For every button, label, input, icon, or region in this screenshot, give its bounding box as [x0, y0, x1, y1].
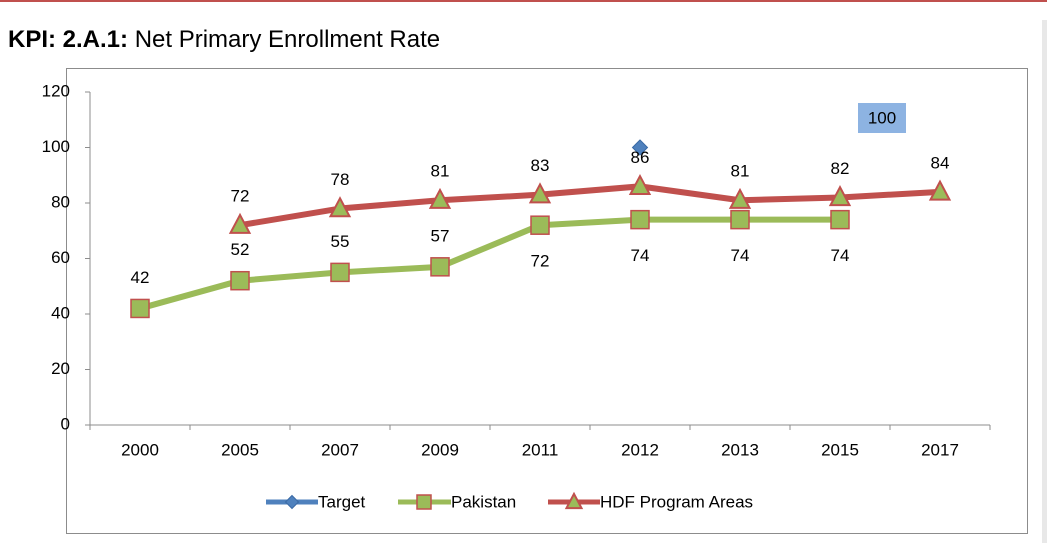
marker-pakistan — [830, 209, 850, 230]
data-label-hdf-program-areas: 86 — [631, 148, 650, 167]
y-tick-label: 60 — [51, 248, 70, 267]
x-tick-label: 2007 — [321, 440, 359, 459]
marker-target — [631, 139, 649, 156]
x-tick-label: 2012 — [621, 440, 659, 459]
legend-marker-pakistan — [416, 494, 432, 510]
data-label-hdf-program-areas: 83 — [531, 156, 550, 175]
marker-hdf-program-areas — [728, 187, 752, 209]
marker-hdf-program-areas — [628, 173, 652, 196]
data-label-hdf-program-areas: 78 — [331, 170, 350, 189]
data-label-hdf-program-areas: 84 — [931, 153, 950, 172]
data-label-pakistan: 55 — [331, 232, 350, 251]
marker-pakistan — [630, 209, 650, 230]
chart-frame — [66, 68, 1028, 534]
y-tick-label: 20 — [51, 359, 70, 378]
x-tick-label: 2015 — [821, 440, 859, 459]
legend-marker-target — [284, 494, 300, 510]
series-line-pakistan — [139, 216, 840, 312]
data-label-pakistan: 74 — [731, 246, 750, 265]
marker-pakistan — [230, 270, 250, 291]
x-tick-label: 2009 — [421, 440, 459, 459]
marker-pakistan — [330, 262, 350, 283]
data-label-hdf-program-areas: 82 — [831, 159, 850, 178]
data-label-hdf-program-areas: 81 — [731, 162, 750, 181]
kpi-code: KPI: 2.A.1: — [8, 26, 129, 53]
marker-pakistan — [430, 257, 450, 277]
marker-hdf-program-areas — [428, 187, 452, 209]
marker-hdf-program-areas — [328, 196, 352, 218]
legend-label-target: Target — [318, 492, 366, 511]
marker-pakistan — [730, 209, 750, 230]
data-label-pakistan: 74 — [831, 246, 850, 265]
data-label-pakistan: 42 — [131, 268, 150, 287]
marker-pakistan — [130, 298, 150, 319]
y-tick-label: 0 — [61, 414, 70, 433]
data-label-hdf-program-areas: 81 — [431, 162, 450, 181]
legend-label-pakistan: Pakistan — [451, 492, 516, 511]
marker-pakistan — [530, 215, 550, 235]
legend-marker-hdf-program-areas — [564, 491, 584, 510]
marker-hdf-program-areas — [828, 185, 852, 207]
x-tick-label: 2017 — [921, 440, 959, 459]
data-label-pakistan: 57 — [431, 226, 450, 245]
data-label-pakistan: 52 — [231, 240, 250, 259]
top-rule — [0, 0, 1047, 2]
data-label-hdf-program-areas: 72 — [231, 187, 250, 206]
legend-label-hdf-program-areas: HDF Program Areas — [600, 492, 753, 511]
x-tick-label: 2011 — [522, 440, 559, 459]
y-tick-label: 40 — [51, 303, 70, 322]
series-line-hdf-program-areas — [239, 183, 941, 229]
y-tick-label: 80 — [51, 192, 70, 211]
target-callout-label: 100 — [868, 108, 896, 127]
data-label-pakistan: 74 — [631, 246, 650, 265]
marker-hdf-program-areas — [228, 212, 252, 234]
data-label-pakistan: 72 — [531, 252, 550, 271]
y-tick-label: 100 — [42, 137, 70, 156]
kpi-name: Net Primary Enrollment Rate — [134, 26, 441, 53]
marker-hdf-program-areas — [528, 182, 552, 204]
x-tick-label: 2013 — [721, 440, 759, 459]
x-tick-label: 2005 — [221, 440, 259, 459]
chart-title: KPI: 2.A.1: Net Primary Enrollment Rate — [8, 26, 440, 54]
x-tick-label: 2000 — [121, 440, 159, 459]
window-edge — [1042, 20, 1047, 543]
marker-hdf-program-areas — [928, 179, 952, 201]
target-callout-box — [858, 103, 906, 133]
y-tick-label: 120 — [42, 81, 70, 100]
